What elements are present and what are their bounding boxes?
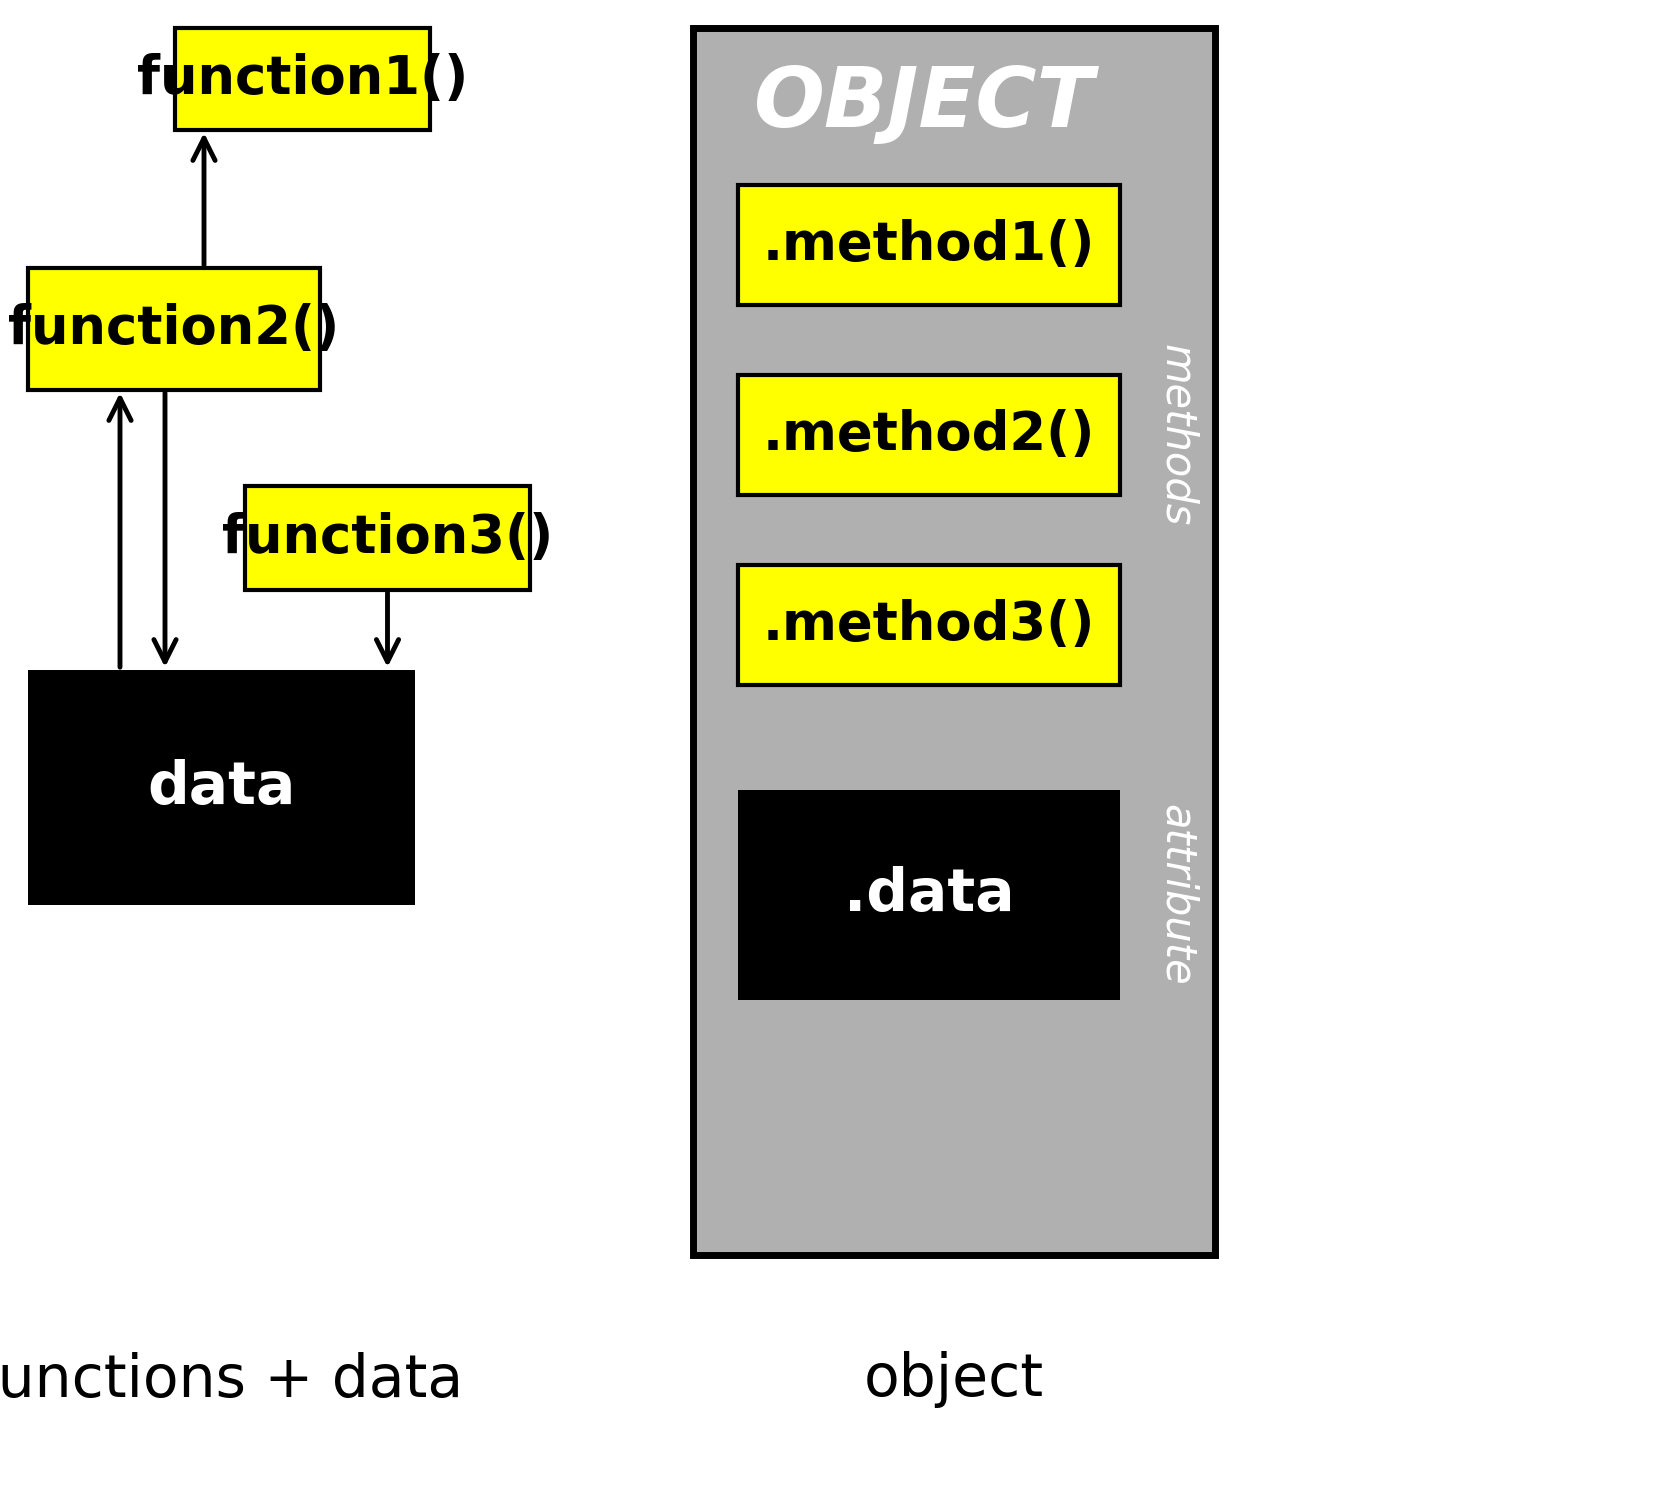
Text: .method3(): .method3(): [763, 599, 1096, 651]
FancyBboxPatch shape: [245, 486, 530, 590]
Text: .method2(): .method2(): [763, 409, 1096, 462]
Text: OBJECT: OBJECT: [753, 63, 1094, 143]
Text: .method1(): .method1(): [763, 220, 1096, 271]
Text: function2(): function2(): [8, 302, 339, 355]
FancyBboxPatch shape: [175, 29, 430, 129]
FancyBboxPatch shape: [738, 790, 1120, 1000]
FancyBboxPatch shape: [738, 185, 1120, 305]
Text: attribute: attribute: [1155, 805, 1198, 987]
Text: .data: .data: [844, 866, 1015, 923]
Text: object: object: [864, 1352, 1044, 1409]
FancyBboxPatch shape: [28, 669, 415, 905]
Text: methods: methods: [1155, 344, 1198, 526]
FancyBboxPatch shape: [28, 268, 319, 390]
FancyBboxPatch shape: [738, 374, 1120, 495]
Text: function1(): function1(): [137, 53, 468, 105]
FancyBboxPatch shape: [693, 29, 1215, 1254]
Text: function3(): function3(): [222, 511, 553, 564]
Text: data: data: [147, 760, 296, 817]
Text: functions + data: functions + data: [0, 1352, 463, 1409]
FancyBboxPatch shape: [738, 566, 1120, 684]
